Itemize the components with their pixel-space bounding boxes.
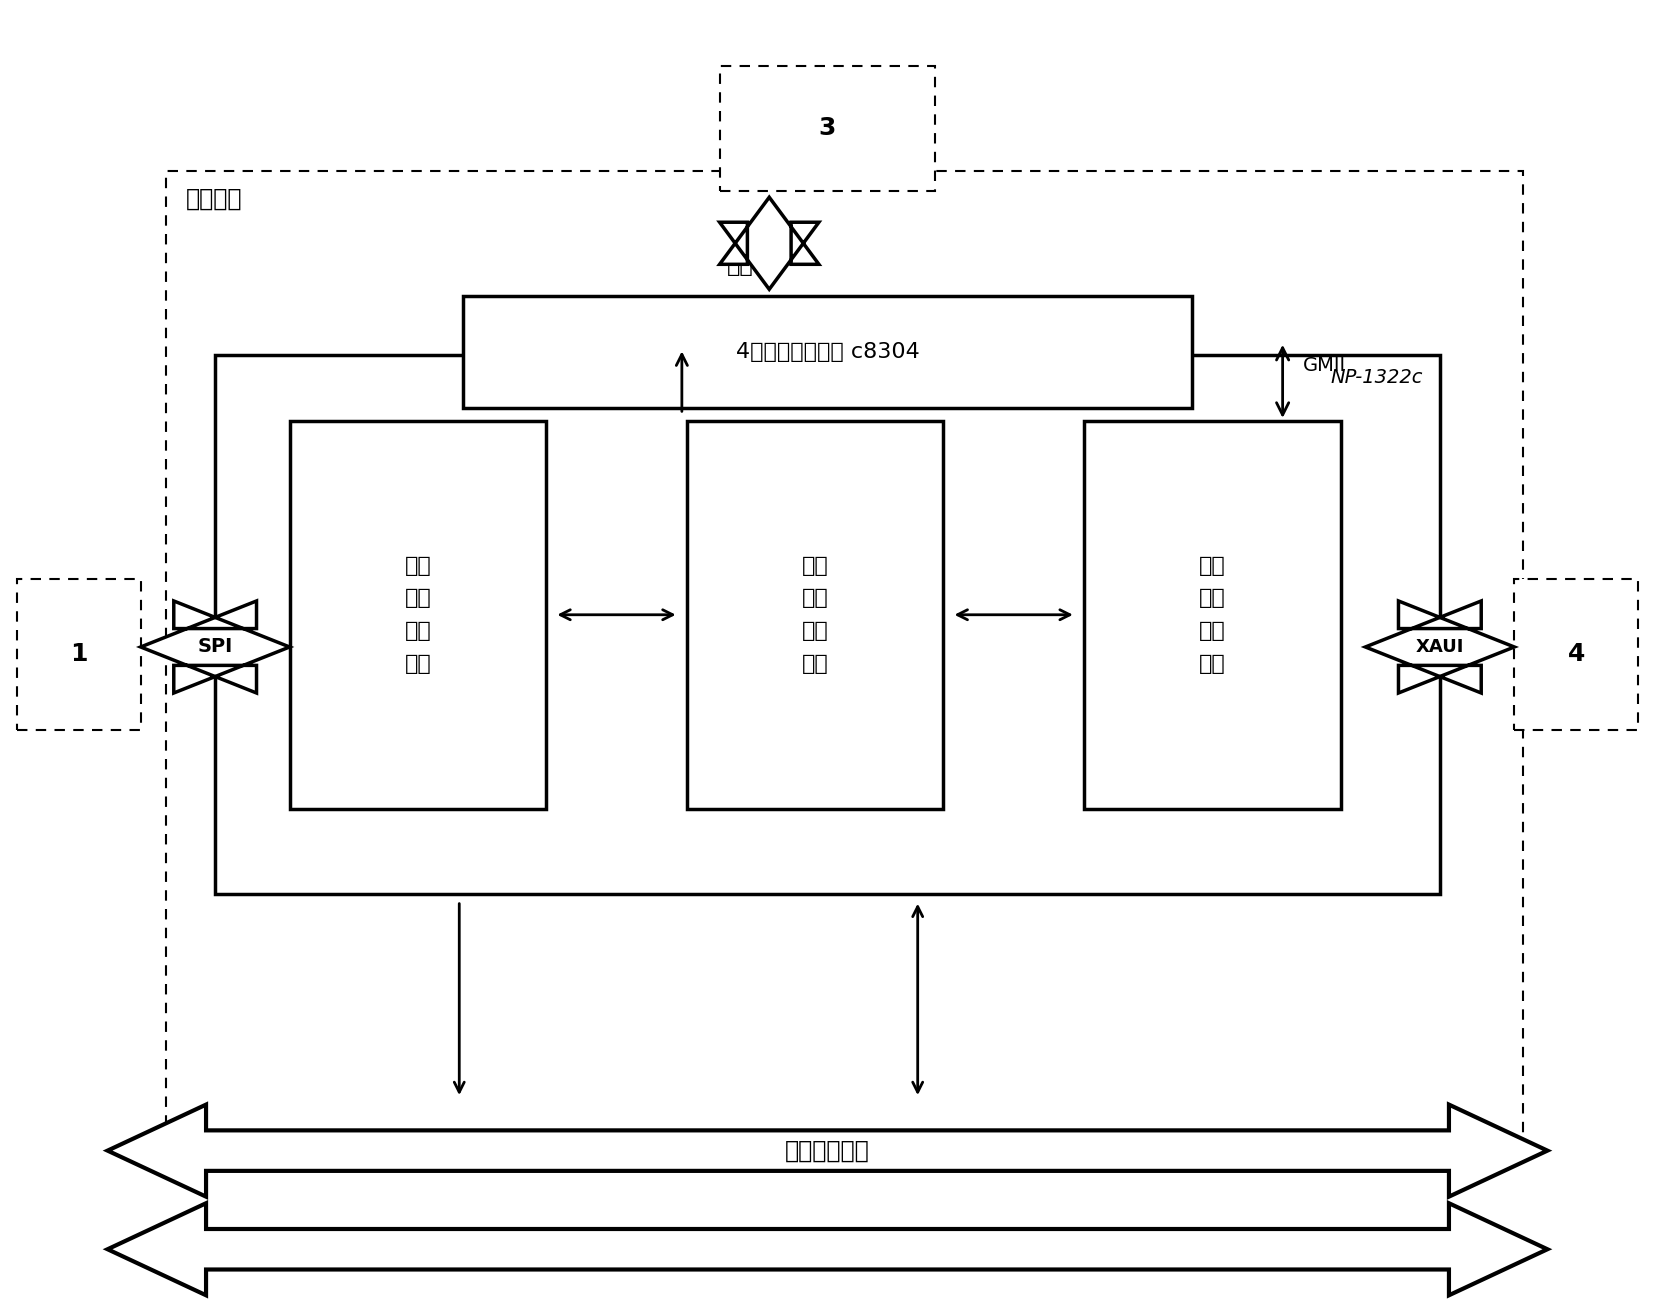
Text: 千兆: 千兆	[727, 256, 753, 276]
Text: SPI: SPI	[197, 638, 233, 656]
Bar	[1514, 579, 1638, 730]
Text: 4路千兆物理接口 c8304: 4路千兆物理接口 c8304	[735, 342, 920, 362]
Polygon shape	[720, 197, 819, 289]
Text: NP-1322c: NP-1322c	[1331, 368, 1423, 387]
Bar	[215, 355, 1440, 894]
Text: 本地配置总线: 本地配置总线	[784, 1139, 871, 1162]
Bar	[166, 171, 1523, 1144]
Text: 3: 3	[819, 116, 836, 141]
Polygon shape	[108, 1105, 1547, 1197]
Bar	[17, 579, 141, 730]
Text: 帧头
信息
处理
模块: 帧头 信息 处理 模块	[404, 555, 432, 675]
Text: 4: 4	[1567, 642, 1585, 667]
Bar	[1084, 421, 1341, 809]
Polygon shape	[1365, 601, 1514, 693]
Polygon shape	[108, 1203, 1547, 1295]
Bar	[290, 421, 546, 809]
Text: 1: 1	[70, 642, 88, 667]
Bar	[687, 421, 943, 809]
Text: XAUI: XAUI	[1415, 638, 1465, 656]
Text: 主控单元: 主控单元	[185, 187, 242, 210]
Text: GMII: GMII	[1302, 356, 1346, 375]
Polygon shape	[141, 601, 290, 693]
Bar	[463, 296, 1192, 408]
Text: 转发
决策
处理
模块: 转发 决策 处理 模块	[1198, 555, 1226, 675]
Bar	[720, 66, 935, 191]
Text: 分类
查找
处理
模块: 分类 查找 处理 模块	[801, 555, 829, 675]
